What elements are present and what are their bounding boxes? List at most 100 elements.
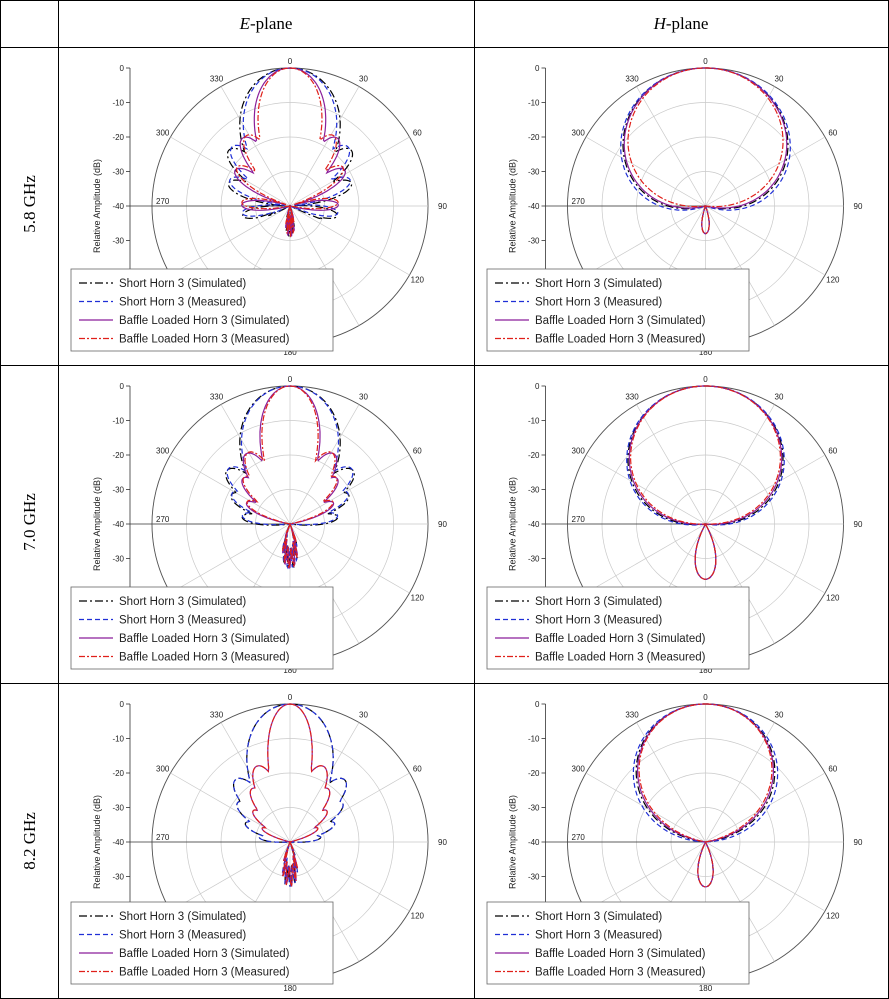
- angle-label: 180: [283, 348, 297, 357]
- angle-label: 90: [854, 520, 863, 529]
- radial-tick-label: -40: [528, 838, 540, 847]
- angle-label: 300: [156, 129, 170, 138]
- radial-axis-title: Relative Amplitude (dB): [92, 159, 102, 253]
- angle-label: 270: [572, 197, 586, 206]
- radial-tick-label: 0: [535, 64, 540, 73]
- legend-label: Baffle Loaded Horn 3 (Measured): [535, 967, 706, 979]
- angle-label: 120: [826, 594, 840, 603]
- angle-label: 300: [572, 129, 586, 138]
- legend-label: Baffle Loaded Horn 3 (Simulated): [119, 948, 290, 960]
- legend-label: Short Horn 3 (Measured): [119, 297, 246, 309]
- polar-plot-h-plane-7-0-ghz: 0-10-20-30-40-30-20-100Relative Amplitud…: [486, 375, 863, 675]
- polar-spoke: [170, 841, 291, 912]
- polar-spoke: [170, 523, 291, 594]
- polar-plot-h-plane-5-8-ghz: 0-10-20-30-40-30-20-100Relative Amplitud…: [486, 57, 863, 357]
- angle-label: 180: [699, 984, 713, 993]
- radial-tick-label: -20: [528, 133, 540, 142]
- angle-label: 300: [156, 447, 170, 456]
- polar-spoke: [705, 136, 826, 207]
- polar-spoke: [705, 772, 826, 843]
- legend-label: Baffle Loaded Horn 3 (Measured): [119, 967, 290, 979]
- polar-spoke: [705, 722, 775, 843]
- polar-plot-h-plane-8-2-ghz: 0-10-20-30-40-30-20-100Relative Amplitud…: [486, 693, 863, 993]
- radial-tick-label: -40: [528, 202, 540, 211]
- angle-label: 30: [775, 393, 784, 402]
- polar-spoke: [705, 404, 775, 525]
- radial-tick-label: -20: [112, 451, 124, 460]
- series-curve: [242, 385, 338, 570]
- radial-tick-label: -30: [112, 237, 124, 246]
- radial-tick-label: -20: [112, 769, 124, 778]
- series-curve: [630, 385, 781, 580]
- angle-label: 330: [625, 393, 639, 402]
- legend-label: Short Horn 3 (Measured): [535, 615, 662, 627]
- legend-box: [70, 586, 334, 670]
- series-curve: [234, 67, 346, 237]
- radial-axis-title: Relative Amplitude (dB): [508, 477, 518, 571]
- row-label-5-8-ghz: 5.8 GHz: [20, 175, 39, 233]
- polar-spoke: [170, 454, 291, 525]
- column-header-h-plane: H-plane: [653, 14, 709, 33]
- legend-label: Baffle Loaded Horn 3 (Measured): [535, 652, 706, 664]
- legend-box: [70, 268, 334, 352]
- angle-label: 270: [572, 833, 586, 842]
- angle-label: 90: [438, 838, 447, 847]
- angle-label: 90: [438, 520, 447, 529]
- angle-label: 60: [413, 765, 422, 774]
- radial-tick-label: -30: [112, 555, 124, 564]
- angle-label: 60: [828, 765, 837, 774]
- radial-tick-label: -30: [528, 237, 540, 246]
- angle-label: 330: [210, 711, 224, 720]
- polar-spoke: [636, 404, 706, 525]
- angle-label: 120: [411, 912, 425, 921]
- radial-tick-label: -10: [112, 99, 124, 108]
- polar-spoke: [220, 722, 291, 843]
- legend-label: Baffle Loaded Horn 3 (Simulated): [119, 633, 290, 645]
- angle-label: 180: [699, 666, 713, 675]
- polar-spoke: [705, 841, 826, 912]
- legend-label: Short Horn 3 (Simulated): [119, 596, 246, 608]
- angle-label: 330: [210, 393, 224, 402]
- radial-tick-label: -20: [112, 133, 124, 142]
- polar-spoke: [220, 404, 291, 525]
- column-header-e-plane: E-plane: [239, 14, 293, 33]
- angle-label: 300: [572, 765, 586, 774]
- angle-label: 270: [156, 515, 170, 524]
- angle-label: 0: [288, 693, 293, 702]
- radial-tick-label: -10: [112, 417, 124, 426]
- radial-tick-label: 0: [120, 700, 125, 709]
- polar-spoke: [585, 772, 706, 843]
- legend-label: Short Horn 3 (Simulated): [535, 911, 662, 923]
- angle-label: 180: [699, 348, 713, 357]
- angle-label: 120: [411, 594, 425, 603]
- polar-spoke: [705, 205, 775, 326]
- radial-tick-label: 0: [120, 64, 125, 73]
- legend-label: Baffle Loaded Horn 3 (Simulated): [119, 315, 290, 327]
- row-label-8-2-ghz: 8.2 GHz: [20, 812, 39, 870]
- legend-box: [70, 901, 334, 985]
- polar-spoke: [705, 454, 826, 525]
- series-curve: [233, 703, 347, 887]
- angle-label: 120: [411, 276, 425, 285]
- polar-spoke: [585, 205, 706, 276]
- angle-label: 270: [156, 833, 170, 842]
- angle-label: 330: [625, 75, 639, 84]
- angle-label: 0: [288, 57, 293, 66]
- angle-label: 60: [828, 129, 837, 138]
- legend-label: Short Horn 3 (Simulated): [119, 278, 246, 290]
- angle-label: 0: [703, 57, 708, 66]
- radial-tick-label: -30: [112, 486, 124, 495]
- legend-label: Short Horn 3 (Measured): [119, 615, 246, 627]
- angle-label: 120: [826, 912, 840, 921]
- legend-label: Short Horn 3 (Measured): [535, 930, 662, 942]
- angle-label: 180: [283, 666, 297, 675]
- legend-label: Short Horn 3 (Simulated): [535, 596, 662, 608]
- radial-tick-label: -30: [528, 804, 540, 813]
- polar-spoke: [170, 772, 291, 843]
- angle-label: 0: [703, 375, 708, 384]
- series-curve: [638, 703, 773, 888]
- angle-label: 90: [438, 202, 447, 211]
- angle-label: 60: [828, 447, 837, 456]
- radial-tick-label: -40: [112, 202, 124, 211]
- angle-label: 30: [359, 75, 368, 84]
